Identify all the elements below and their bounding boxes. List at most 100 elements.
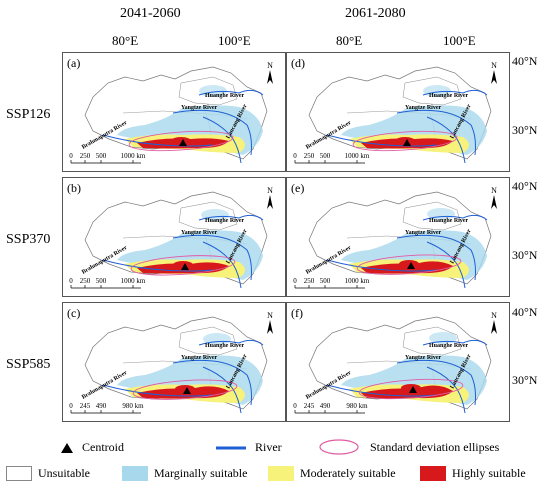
north-label: N [267, 311, 273, 320]
std-deviation-ellipse [128, 130, 234, 152]
brahmaputra-river [102, 259, 214, 272]
std-deviation-ellipse [358, 378, 464, 400]
qaidam-basin [402, 76, 462, 106]
north-arrow-icon [491, 195, 497, 209]
huanghe-river [198, 89, 264, 96]
north-arrow-icon [267, 195, 273, 209]
scale-2: 500 [96, 152, 107, 160]
ellipse-icon [319, 439, 359, 455]
north-arrow-icon [491, 70, 497, 84]
river-line-icon [216, 446, 246, 449]
std-deviation-ellipse [352, 130, 458, 152]
panel-label: (b) [67, 181, 81, 195]
period-header-2061-2080: 2061-2080 [345, 6, 406, 21]
high-swatch [420, 466, 446, 481]
north-label: N [491, 311, 497, 320]
marginal-patch [423, 85, 451, 97]
legend-moderate-label: Moderately suitable [300, 466, 396, 480]
yangtze-river [396, 234, 476, 281]
scale-2: 500 [320, 277, 331, 285]
yangtze-river [396, 359, 476, 406]
period-header-2041-2060: 2041-2060 [120, 6, 181, 21]
centroid-triangle-icon [61, 442, 73, 453]
moderate-swatch [268, 466, 294, 481]
label-huanghe: Huanghe River [429, 218, 469, 224]
scale-1: 245 [304, 402, 315, 410]
scale-3: 980 km [346, 402, 368, 410]
brahmaputra-river [102, 384, 214, 397]
north-arrow-icon [491, 320, 497, 334]
lat-tick-40n-row1: 40°N [512, 54, 538, 68]
scenario-ssp585: SSP585 [6, 357, 51, 372]
centroid-marker [179, 139, 187, 146]
huanghe-river [198, 214, 264, 221]
qaidam-basin [178, 76, 238, 106]
north-arrow-icon [267, 70, 273, 84]
scale-bar: 0 250 500 1000 km [293, 277, 370, 289]
scale-1: 250 [304, 152, 315, 160]
legend-ellipse-label: Standard deviation ellipses [370, 439, 500, 454]
high-patch [401, 384, 421, 392]
centroid-marker [403, 139, 411, 146]
map-panel-d: Huanghe River Yangtze River Lancang River B… [286, 52, 510, 172]
label-yangtze: Yangtze River [181, 355, 217, 361]
std-deviation-ellipse [132, 379, 238, 400]
yangtze-river [172, 234, 252, 281]
north-label: N [267, 61, 273, 70]
scale-1: 250 [80, 277, 91, 285]
legend-centroid-label: Centroid [82, 440, 124, 454]
brahmaputra-river [326, 134, 438, 147]
legend-unsuitable-label: Unsuitable [38, 466, 90, 480]
centroid-marker [183, 387, 191, 394]
scale-1: 250 [80, 152, 91, 160]
brahmaputra-river [326, 384, 438, 397]
legend-high: Highly suitable [420, 466, 526, 481]
legend-centroid: Centroid [60, 440, 124, 455]
scale-3: 1000 km [121, 152, 146, 160]
std-deviation-ellipse [130, 255, 236, 276]
scale-bar: 0 245 490 980 km [69, 402, 144, 414]
lon-tick-100e-left: 100°E [218, 33, 251, 48]
qaidam-basin [402, 201, 462, 231]
std-deviation-ellipse [356, 254, 462, 275]
label-huanghe: Huanghe River [429, 343, 469, 349]
high-patch [399, 260, 419, 268]
brahmaputra-river [102, 134, 214, 147]
high-patch [395, 137, 415, 145]
lat-tick-30n-row3: 30°N [512, 373, 538, 387]
scale-0: 0 [293, 152, 297, 160]
panel-label: (d) [291, 56, 305, 70]
scale-3: 1000 km [345, 277, 370, 285]
scale-bar: 0 250 500 1000 km [293, 152, 370, 164]
label-huanghe: Huanghe River [205, 343, 245, 349]
qaidam-basin [402, 326, 462, 356]
marginal-swatch [122, 466, 148, 481]
panel-label: (f) [291, 306, 303, 320]
map-panel-f: Huanghe River Yangtze River Lancang River B… [286, 302, 510, 422]
high-patch [173, 261, 193, 269]
scale-3: 980 km [122, 402, 144, 410]
north-label: N [267, 186, 273, 195]
label-huanghe: Huanghe River [429, 93, 469, 99]
scale-0: 0 [69, 277, 73, 285]
legend-moderate: Moderately suitable [268, 466, 396, 481]
scale-2: 500 [320, 152, 331, 160]
marginal-patch [199, 85, 227, 97]
legend-river-label: River [255, 440, 282, 454]
scale-0: 0 [293, 277, 297, 285]
north-label: N [491, 61, 497, 70]
label-yangtze: Yangtze River [405, 230, 441, 236]
scale-1: 250 [304, 277, 315, 285]
legend-marginal-label: Marginally suitable [154, 466, 248, 480]
scale-0: 0 [69, 402, 73, 410]
map-panel-c: Huanghe River Yangtze River Lancang River B… [62, 302, 286, 422]
huanghe-river [198, 339, 264, 346]
lat-tick-30n-row2: 30°N [512, 248, 538, 262]
scale-1: 245 [80, 402, 91, 410]
legend-marginal: Marginally suitable [122, 466, 247, 481]
lancang-river [202, 116, 242, 164]
